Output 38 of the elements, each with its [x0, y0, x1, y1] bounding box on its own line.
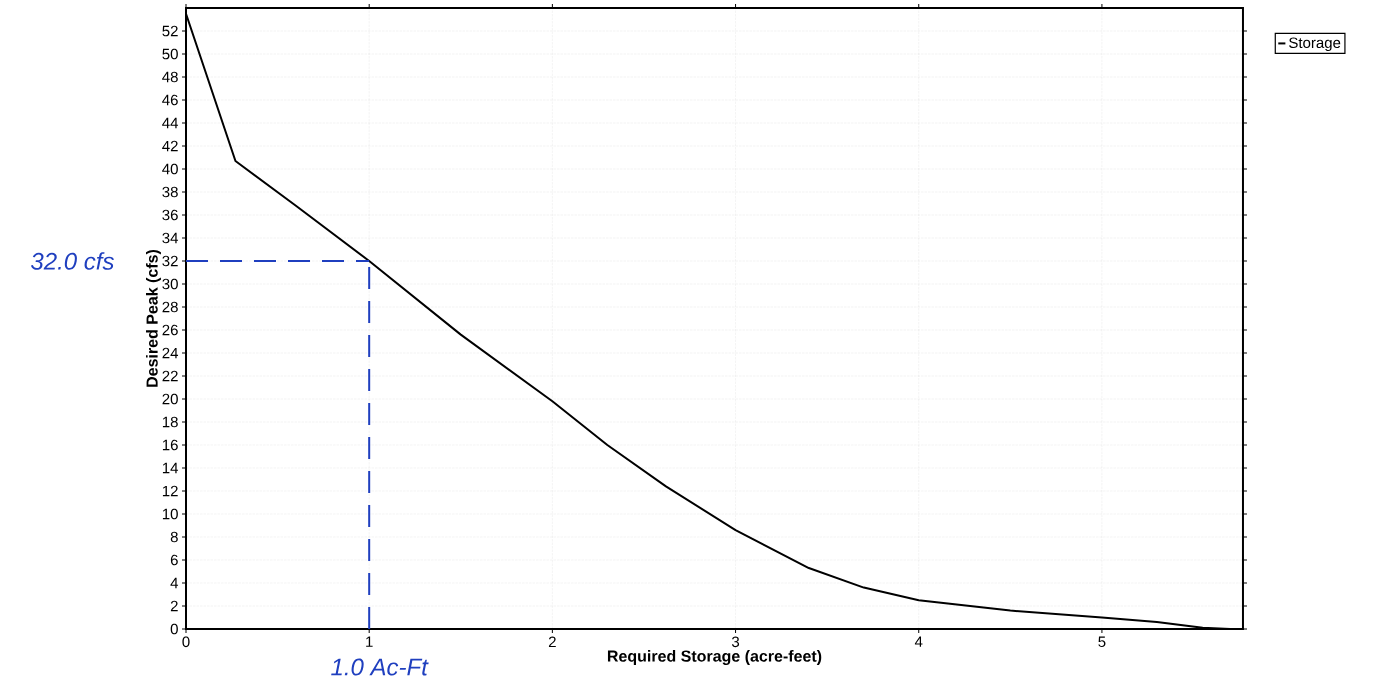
y-tick-label: 36: [162, 209, 178, 221]
y-tick-label: 2: [170, 600, 178, 612]
y-tick-label: 32: [162, 255, 178, 267]
x-tick-label: 0: [182, 636, 190, 648]
y-tick-label: 28: [162, 301, 178, 313]
y-tick-label: 20: [162, 393, 178, 405]
ref-line-label: 1.0 Ac-Ft: [331, 658, 429, 676]
y-tick-label: 12: [162, 485, 178, 497]
x-tick-label: 1: [366, 636, 373, 647]
y-tick-label: 6: [170, 554, 178, 566]
y-tick-label: 24: [162, 347, 179, 359]
y-tick-label: 46: [162, 94, 178, 106]
y-tick-label: 50: [162, 48, 178, 60]
y-tick-label: 0: [170, 623, 178, 635]
x-tick-label: 5: [1098, 636, 1106, 647]
x-tick-label: 4: [914, 636, 923, 647]
y-tick-label: 10: [162, 508, 178, 520]
x-tick-label: 3: [731, 636, 740, 648]
y-tick-label: 8: [170, 531, 178, 543]
x-axis-title: Required Storage (acre-feet): [607, 650, 822, 665]
legend-label: Storage: [1289, 37, 1341, 52]
y-tick-label: 42: [162, 140, 178, 152]
y-tick-label: 44: [162, 117, 179, 129]
y-tick-label: 4: [170, 577, 179, 589]
x-tick-label: 2: [548, 636, 556, 648]
y-tick-label: 34: [162, 232, 179, 244]
ref-line-label: 32.0 cfs: [30, 252, 114, 270]
y-tick-label: 18: [162, 416, 178, 428]
y-tick-label: 48: [162, 71, 178, 83]
y-tick-label: 26: [162, 324, 178, 336]
y-axis-title: Desired Peak (cfs): [146, 249, 161, 387]
y-tick-label: 16: [162, 439, 178, 451]
y-tick-label: 30: [162, 278, 178, 290]
y-tick-label: 52: [162, 25, 178, 37]
y-tick-label: 38: [162, 186, 178, 198]
y-tick-label: 40: [162, 163, 178, 175]
y-tick-label: 22: [162, 370, 178, 382]
y-tick-label: 14: [162, 462, 179, 474]
